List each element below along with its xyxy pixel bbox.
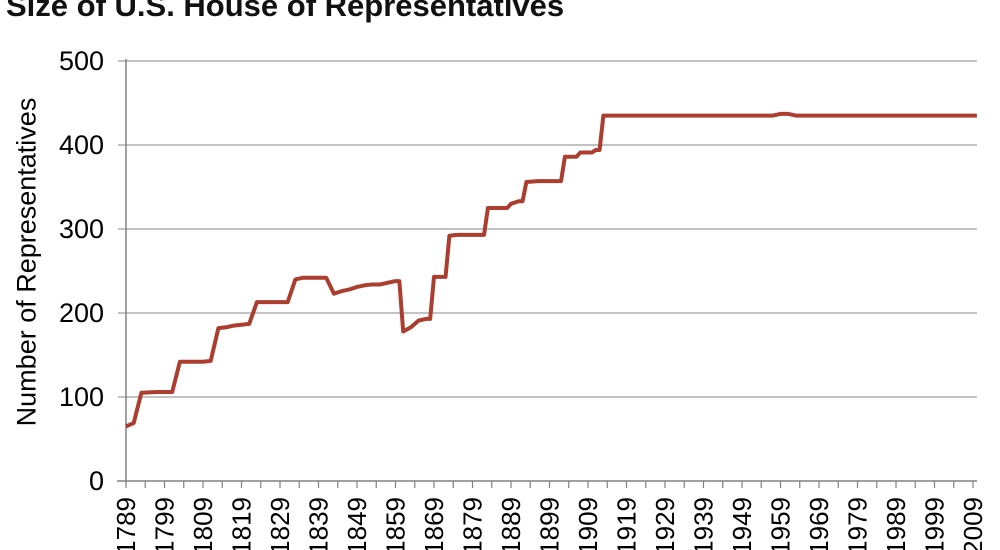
x-tick-label: 1859 (381, 497, 411, 550)
y-tick-label: 400 (59, 130, 104, 160)
x-axis-ticks (125, 481, 974, 488)
y-axis-tick-labels: 0 100 200 300 400 500 (59, 46, 104, 496)
x-tick-label: 1979 (843, 497, 873, 550)
x-tick-label: 1989 (881, 497, 911, 550)
gridlines (118, 60, 977, 398)
x-tick-label: 1849 (342, 497, 372, 550)
x-tick-label: 1909 (573, 497, 603, 550)
x-tick-label: 1939 (689, 497, 719, 550)
y-tick-label: 200 (59, 298, 104, 328)
x-tick-label: 2009 (958, 497, 988, 550)
house-size-line-series (125, 111, 977, 429)
y-tick-label: 100 (59, 382, 104, 412)
x-tick-label: 1899 (535, 497, 565, 550)
x-tick-label: 1839 (304, 497, 334, 550)
x-axis-tick-labels: 1789 1799 1809 1819 1829 1839 1849 1859 1869 1879… (111, 497, 988, 550)
y-tick-label: 0 (89, 466, 104, 496)
x-tick-label: 1999 (920, 497, 950, 550)
x-tick-label: 1869 (419, 497, 449, 550)
x-tick-label: 1949 (727, 497, 757, 550)
axes (117, 59, 977, 482)
x-tick-label: 1959 (766, 497, 796, 550)
x-tick-label: 1929 (650, 497, 680, 550)
x-tick-label: 1819 (227, 497, 257, 550)
y-tick-label: 300 (59, 214, 104, 244)
x-tick-label: 1879 (458, 497, 488, 550)
y-tick-label: 500 (59, 46, 104, 76)
x-tick-label: 1889 (496, 497, 526, 550)
x-tick-label: 1969 (804, 497, 834, 550)
x-tick-label: 1789 (111, 497, 141, 550)
x-tick-label: 1809 (188, 497, 218, 550)
x-tick-label: 1919 (612, 497, 642, 550)
x-tick-label: 1829 (265, 497, 295, 550)
x-tick-label: 1799 (150, 497, 180, 550)
chart-title: Size of U.S. House of Representatives (6, 0, 565, 23)
